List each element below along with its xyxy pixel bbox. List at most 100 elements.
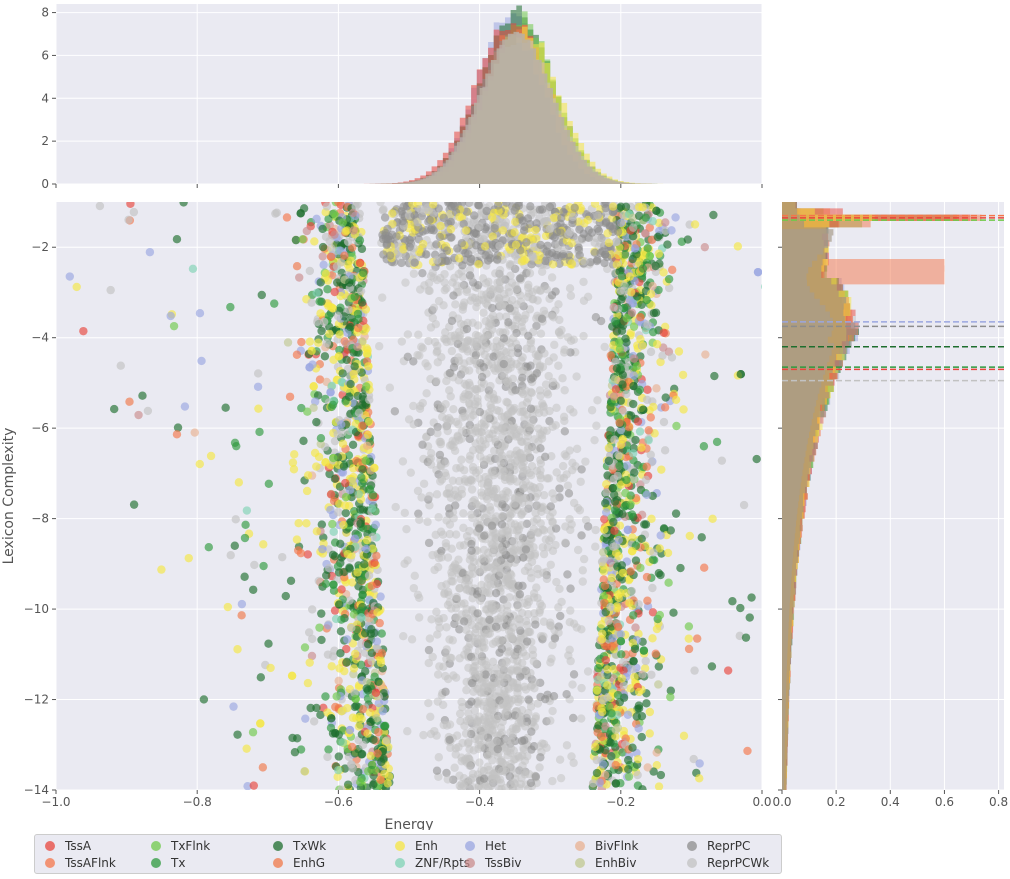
scatter-point (451, 750, 460, 759)
scatter-point (512, 456, 522, 465)
scatter-point (383, 779, 392, 788)
scatter-point (638, 264, 648, 273)
scatter-point (350, 292, 359, 301)
scatter-point (736, 603, 745, 613)
scatter-point (632, 712, 641, 721)
scatter-point (475, 524, 484, 533)
scatter-point (495, 648, 504, 657)
scatter-point (601, 499, 610, 508)
scatter-point (654, 662, 664, 671)
scatter-point (323, 752, 332, 762)
scatter-point (317, 326, 326, 336)
scatter-point (419, 730, 428, 740)
scatter-point (550, 634, 560, 643)
scatter-point (341, 493, 351, 502)
scatter-point (669, 608, 678, 617)
scatter-point (520, 665, 529, 675)
scatter-point (327, 662, 336, 671)
scatter-point (321, 458, 330, 467)
scatter-point (256, 719, 265, 728)
scatter-point (628, 533, 637, 542)
scatter-point (491, 588, 501, 598)
scatter-point (518, 484, 528, 493)
scatter-point (487, 774, 496, 783)
scatter-point (437, 402, 446, 412)
scatter-point (462, 531, 472, 541)
scatter-point (256, 673, 266, 682)
scatter-point (651, 649, 660, 658)
scatter-point (436, 437, 445, 447)
scatter-point (689, 754, 698, 764)
scatter-point (474, 646, 484, 656)
scatter-point (343, 703, 352, 713)
scatter-point (523, 444, 533, 453)
scatter-point (312, 703, 321, 713)
scatter-point (498, 424, 507, 433)
scatter-point (540, 452, 550, 462)
scatter-point (402, 524, 411, 534)
scatter-point (492, 512, 501, 521)
scatter-point (347, 578, 357, 587)
scatter-point (616, 396, 625, 405)
scatter-point (292, 350, 302, 359)
scatter-point (536, 444, 545, 453)
scatter-point (367, 504, 377, 513)
scatter-point (308, 634, 317, 644)
scatter-point (318, 224, 327, 234)
scatter-point (296, 549, 306, 558)
scatter-point (453, 335, 463, 344)
scatter-point (325, 469, 334, 479)
scatter-point (281, 591, 290, 601)
scatter-point (607, 752, 616, 761)
scatter-point (519, 745, 529, 755)
scatter-point (561, 538, 570, 547)
scatter-point (770, 384, 778, 392)
scatter-point (509, 655, 518, 664)
scatter-point (331, 702, 340, 712)
scatter-point (572, 372, 581, 381)
scatter-point (230, 541, 240, 550)
scatter-point (601, 508, 611, 517)
scatter-point (409, 269, 419, 278)
scatter-point (497, 766, 507, 776)
scatter-point (530, 678, 540, 687)
scatter-point (487, 521, 497, 530)
scatter-point (510, 537, 519, 546)
scatter-point (690, 666, 699, 675)
scatter-point (316, 710, 325, 720)
scatter-point (376, 658, 386, 668)
scatter-point (606, 602, 615, 612)
scatter-point (347, 623, 356, 633)
scatter-point (309, 382, 318, 391)
scatter-point (488, 466, 497, 476)
scatter-point (358, 590, 367, 600)
scatter-point (355, 236, 365, 245)
scatter-point (403, 556, 412, 565)
scatter-point (504, 318, 513, 327)
scatter-point (302, 486, 312, 496)
scatter-point (424, 538, 434, 548)
scatter-point (664, 578, 673, 587)
scatter-point (660, 403, 670, 412)
scatter-point (475, 758, 484, 767)
scatter-point (307, 346, 316, 356)
scatter-point (590, 435, 599, 445)
scatter-point (487, 685, 496, 694)
scatter-point (106, 285, 115, 295)
scatter-point (253, 369, 263, 378)
scatter-point (752, 454, 761, 464)
scatter-point (502, 736, 511, 745)
scatter-point (712, 437, 722, 447)
scatter-point (354, 682, 364, 692)
scatter-point (329, 580, 338, 589)
scatter-point (390, 407, 400, 416)
scatter-point (461, 366, 470, 375)
scatter-point (452, 563, 461, 573)
scatter-point (627, 586, 636, 596)
scatter-point (503, 398, 512, 407)
scatter-point (233, 730, 242, 739)
scatter-point (481, 316, 490, 326)
scatter-point (521, 685, 531, 694)
scatter-point (639, 405, 648, 414)
scatter-point (468, 429, 477, 438)
